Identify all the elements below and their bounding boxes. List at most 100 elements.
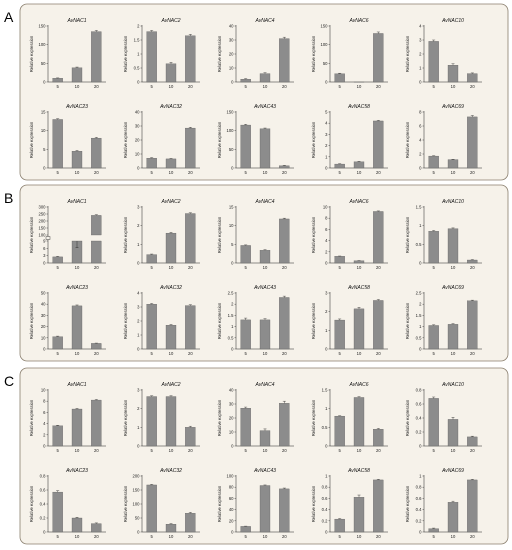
y-tick-label: 1 bbox=[137, 425, 140, 430]
y-tick-label: 30 bbox=[41, 313, 46, 318]
y-axis-label: Relative expression bbox=[29, 35, 34, 72]
bar bbox=[373, 300, 384, 350]
x-tick-label: 5 bbox=[244, 448, 247, 453]
x-tick-label: 10 bbox=[357, 351, 362, 356]
bar bbox=[447, 159, 459, 169]
y-tick-label: 6 bbox=[325, 227, 328, 232]
chart-avnac23: AvNAC23 Relative expression 0 0.2 0.4 0.6 0.8 5… bbox=[29, 468, 106, 539]
y-tick-label: 0 bbox=[231, 166, 234, 171]
bar bbox=[373, 120, 384, 169]
bar bbox=[146, 254, 157, 264]
x-tick-label: 20 bbox=[470, 265, 475, 270]
bar bbox=[467, 116, 478, 169]
chart-avnac4: AvNAC4 Relative expression 0 10 20 30 40 5 10 20 bbox=[217, 18, 294, 89]
bar bbox=[240, 124, 251, 169]
bar bbox=[467, 479, 478, 533]
y-tick-label: 200 bbox=[133, 474, 141, 479]
chart-title: AvNAC58 bbox=[347, 104, 370, 110]
y-tick-label: 6 bbox=[419, 124, 422, 129]
bar bbox=[52, 256, 63, 264]
y-tick-label: 30 bbox=[229, 402, 234, 407]
bar bbox=[71, 151, 83, 169]
x-tick-label: 20 bbox=[94, 351, 99, 356]
chart-title: AvNAC4 bbox=[254, 18, 274, 24]
bar bbox=[52, 78, 63, 83]
y-tick-label: 1.5 bbox=[322, 388, 328, 393]
bar bbox=[240, 245, 251, 264]
x-tick-label: 10 bbox=[263, 84, 268, 89]
y-tick-label: 40 bbox=[41, 302, 46, 307]
y-tick-label: 300 bbox=[39, 205, 47, 210]
chart-title: AvNAC6 bbox=[348, 18, 368, 24]
x-tick-label: 5 bbox=[150, 265, 153, 270]
y-tick-label: 1 bbox=[325, 154, 328, 159]
bar bbox=[279, 488, 290, 533]
y-tick-label: 1.5 bbox=[134, 38, 140, 43]
chart-title: AvNAC32 bbox=[159, 285, 182, 291]
x-tick-label: 5 bbox=[56, 265, 59, 270]
y-axis-label: Relative expression bbox=[123, 399, 128, 436]
y-axis-label: Relative expression bbox=[123, 302, 128, 339]
y-tick-label: 2 bbox=[137, 319, 140, 324]
y-tick-label: 30 bbox=[229, 38, 234, 43]
x-tick-label: 10 bbox=[263, 351, 268, 356]
y-axis-label: Relative expression bbox=[123, 121, 128, 158]
y-tick-label: 0 bbox=[419, 80, 422, 85]
y-tick-label: 6 bbox=[43, 246, 46, 251]
x-tick-label: 20 bbox=[94, 84, 99, 89]
x-tick-label: 20 bbox=[94, 448, 99, 453]
y-tick-label: 10 bbox=[135, 152, 140, 157]
y-tick-label: 3 bbox=[137, 205, 140, 210]
chart-title: AvNAC1 bbox=[66, 382, 86, 388]
chart-title: AvNAC58 bbox=[347, 468, 370, 474]
y-tick-label: 2 bbox=[325, 249, 328, 254]
y-tick-label: 5 bbox=[231, 242, 234, 247]
bar bbox=[146, 304, 157, 350]
y-tick-label: 10 bbox=[229, 430, 234, 435]
y-tick-label: 0 bbox=[137, 166, 140, 171]
bar bbox=[428, 528, 439, 533]
bar bbox=[71, 305, 83, 350]
chart-title: AvNAC58 bbox=[347, 285, 370, 291]
chart-title: AvNAC23 bbox=[65, 468, 88, 474]
y-tick-label: 0.6 bbox=[40, 488, 46, 493]
chart-title: AvNAC23 bbox=[65, 104, 88, 110]
bar bbox=[428, 231, 439, 264]
chart-avnac23: AvNAC23 Relative expression 0 5 10 15 5 10 20 bbox=[29, 104, 106, 175]
bar bbox=[334, 415, 345, 447]
bar bbox=[91, 215, 102, 236]
x-tick-label: 5 bbox=[244, 265, 247, 270]
y-tick-label: 50 bbox=[135, 516, 140, 521]
x-tick-label: 5 bbox=[338, 351, 341, 356]
y-tick-label: 3 bbox=[43, 253, 46, 258]
y-tick-label: 0 bbox=[419, 166, 422, 171]
y-tick-label: 0 bbox=[419, 444, 422, 449]
y-axis-label: Relative expression bbox=[405, 485, 410, 522]
y-tick-label: 0.8 bbox=[322, 485, 328, 490]
chart-avnac1: AvNAC1 Relative expression 0 2 4 6 8 10 5 10 20 bbox=[29, 382, 106, 453]
bar bbox=[259, 319, 271, 350]
y-tick-label: 5 bbox=[325, 110, 328, 115]
x-tick-label: 5 bbox=[432, 534, 435, 539]
y-tick-label: 4 bbox=[43, 421, 46, 426]
chart-avnac2: AvNAC2 Relative expression 0 1 2 3 5 10 20 bbox=[123, 382, 200, 453]
y-tick-label: 0.4 bbox=[416, 507, 422, 512]
chart-avnac43: AvNAC43 Relative expression 0 20 40 60 80 100 5 1… bbox=[217, 468, 294, 539]
y-tick-label: 2 bbox=[419, 152, 422, 157]
bar bbox=[353, 397, 365, 447]
y-tick-label: 2 bbox=[137, 24, 140, 29]
y-tick-label: 4 bbox=[137, 291, 140, 296]
chart-title: AvNAC32 bbox=[159, 104, 182, 110]
chart-avnac69: AvNAC69 Relative expression 0 0.2 0.4 0.6 0.8 1… bbox=[405, 468, 482, 539]
y-tick-label: 1 bbox=[231, 324, 234, 329]
y-tick-label: 0 bbox=[325, 80, 328, 85]
bar bbox=[428, 41, 439, 83]
y-axis-label: Relative expression bbox=[29, 302, 34, 339]
y-tick-label: 100 bbox=[321, 42, 329, 47]
x-tick-label: 10 bbox=[451, 170, 456, 175]
y-tick-label: 10 bbox=[229, 223, 234, 228]
y-tick-label: 100 bbox=[227, 474, 235, 479]
y-tick-label: 2 bbox=[419, 52, 422, 57]
x-tick-label: 5 bbox=[150, 170, 153, 175]
